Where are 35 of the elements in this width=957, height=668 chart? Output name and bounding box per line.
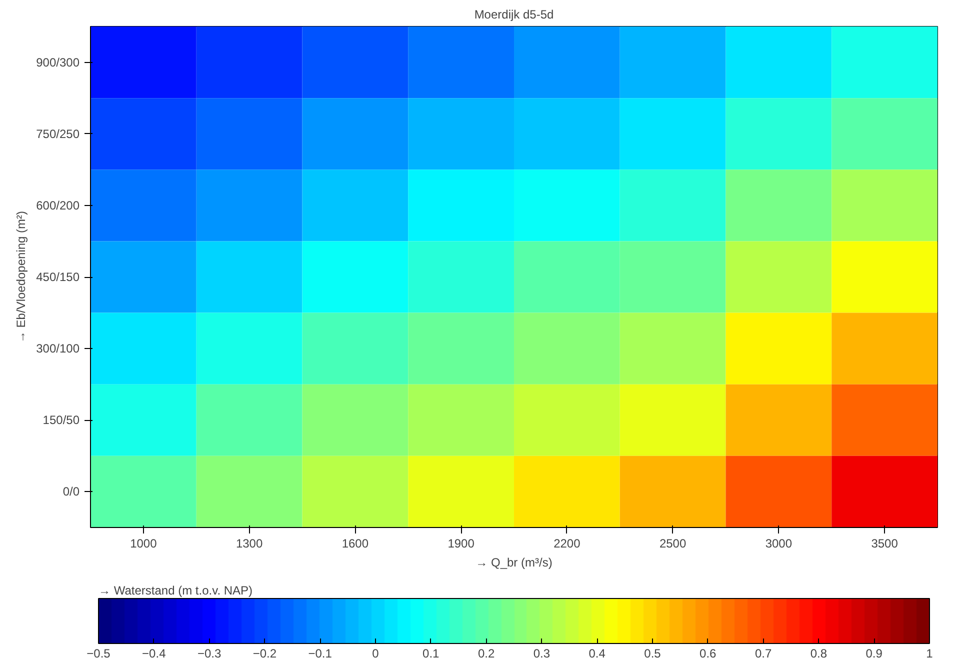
color-bar-label: 0.4 bbox=[588, 646, 606, 660]
color-bar-label: 0 bbox=[372, 646, 380, 660]
color-bar-title: → Waterstand (m t.o.v. NAP) bbox=[98, 584, 253, 598]
color-bar-label: 1 bbox=[926, 646, 934, 660]
y-tick-label: 450/150 bbox=[36, 270, 80, 284]
y-tick-label: 300/100 bbox=[36, 342, 80, 356]
x-tick-label: 3000 bbox=[765, 536, 792, 550]
x-tick-label: 3500 bbox=[871, 536, 898, 550]
x-axis-title: → Q_br (m³/s) bbox=[476, 556, 552, 570]
y-tick-label: 600/200 bbox=[36, 198, 80, 212]
color-bar-label: −0.2 bbox=[252, 646, 277, 660]
color-bar-label: −0.1 bbox=[308, 646, 332, 660]
x-tick-label: 1900 bbox=[448, 536, 475, 550]
y-tick-label: 0/0 bbox=[62, 484, 80, 499]
color-bar-label: 0.2 bbox=[478, 646, 495, 660]
chart-title: Moerdijk d5-5d bbox=[474, 8, 554, 22]
color-bar-label: 0.7 bbox=[754, 646, 772, 660]
color-bar-label: 0.1 bbox=[422, 646, 440, 660]
color-bar-label: 0.8 bbox=[810, 646, 828, 660]
x-tick-label: 2200 bbox=[554, 536, 581, 550]
color-bar-label: 0.5 bbox=[644, 646, 662, 660]
color-bar-label: −0.5 bbox=[86, 646, 111, 660]
y-tick-label: 900/300 bbox=[36, 55, 80, 70]
x-tick-label: 1300 bbox=[236, 536, 263, 550]
color-bar-label: −0.4 bbox=[142, 646, 166, 660]
y-tick-label: 750/250 bbox=[36, 126, 80, 141]
color-bar-label: 0.9 bbox=[866, 646, 883, 660]
color-bar-label: 0.3 bbox=[533, 646, 550, 660]
x-tick-label: 1600 bbox=[342, 536, 369, 550]
color-bar-label: −0.3 bbox=[197, 646, 222, 660]
x-tick-label: 1000 bbox=[130, 536, 158, 550]
y-tick-label: 150/50 bbox=[42, 413, 80, 428]
color-bar-label: 0.6 bbox=[700, 646, 717, 660]
x-tick-label: 2500 bbox=[659, 536, 686, 550]
y-axis-title: → Eb/Vloedopening (m²) bbox=[14, 210, 28, 344]
